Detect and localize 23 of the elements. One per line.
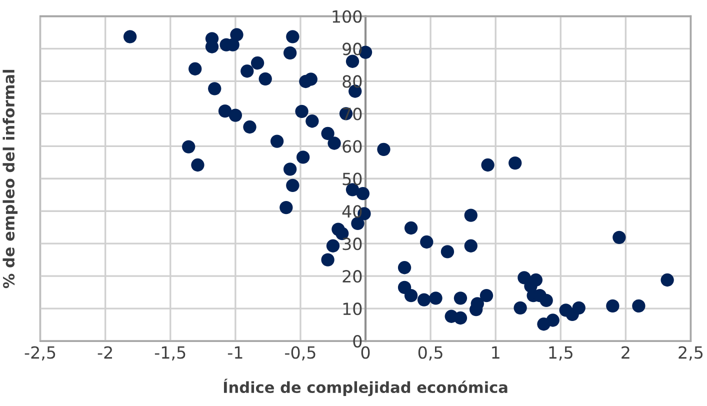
y-tick-label: 100 [332,10,362,23]
x-axis-title: Índice de complejidad económica [224,378,508,396]
y-tick-label: 80 [342,75,362,88]
y-tick-label: 30 [342,238,362,250]
x-tick-label: 2,5 [678,346,703,361]
y-tick-label: 10 [343,302,362,316]
x-tick-label: -2 [98,346,112,359]
x-tick-label: -1 [228,346,242,359]
x-tick-label: 0,5 [418,346,442,361]
x-tick-label: -1,5 [154,346,186,361]
y-tick-label: 90 [342,42,362,56]
x-tick-label: -2,5 [24,346,56,361]
y-tick-label: 70 [342,108,362,120]
y-tick-label: 60 [342,140,362,153]
x-tick-label: 1 [492,346,500,359]
y-tick-label: 0 [353,335,362,348]
y-axis-title: % de empleo del informal [2,70,18,288]
x-tick-label: 2 [622,346,630,359]
x-tick-label: 1,5 [549,346,572,361]
x-tick-label: 0 [361,346,370,359]
y-tick-label: 50 [342,172,362,186]
x-tick-label: -0,5 [285,346,316,361]
y-tick-label: 20 [342,270,362,283]
